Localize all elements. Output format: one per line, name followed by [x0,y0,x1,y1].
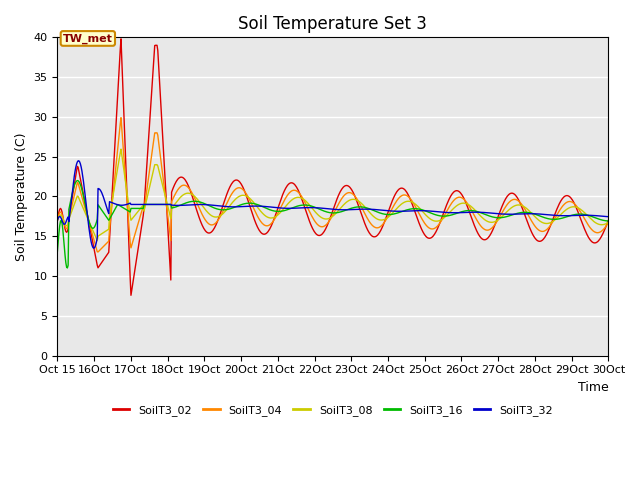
SoilT3_32 [207,202,214,208]
SoilT3_08 [122,180,129,185]
SoilT3_16 [401,207,409,213]
SoilT3_32 [90,245,98,251]
SoilT3_02 [178,174,186,180]
SoilT3_08 [605,219,612,225]
SoilT3_08 [417,207,425,213]
SoilT3_32 [63,216,71,221]
Line: SoilT3_16: SoilT3_16 [58,180,609,268]
SoilT3_04 [122,178,129,183]
SoilT3_08 [178,193,186,199]
SoilT3_04 [207,222,214,228]
SoilT3_32 [75,158,83,164]
SoilT3_16 [63,265,71,271]
SoilT3_16 [54,249,61,254]
SoilT3_16 [122,206,129,212]
SoilT3_02 [121,136,129,142]
Line: SoilT3_32: SoilT3_32 [58,161,609,248]
Line: SoilT3_04: SoilT3_04 [58,118,609,252]
SoilT3_08 [401,199,409,204]
SoilT3_04 [94,249,102,255]
SoilT3_04 [63,225,71,231]
Text: TW_met: TW_met [63,33,113,44]
SoilT3_08 [207,212,214,218]
SoilT3_02 [401,187,409,193]
SoilT3_16 [74,178,81,183]
Line: SoilT3_02: SoilT3_02 [58,39,609,295]
SoilT3_04 [117,115,125,120]
SoilT3_02 [127,292,135,298]
SoilT3_16 [207,204,214,209]
SoilT3_02 [117,36,125,42]
Line: SoilT3_08: SoilT3_08 [58,149,609,240]
SoilT3_02 [207,229,214,235]
SoilT3_16 [417,207,425,213]
SoilT3_08 [54,217,61,223]
SoilT3_02 [63,228,71,234]
SoilT3_32 [178,203,186,208]
SoilT3_04 [54,217,61,223]
Legend: SoilT3_02, SoilT3_04, SoilT3_08, SoilT3_16, SoilT3_32: SoilT3_02, SoilT3_04, SoilT3_08, SoilT3_… [108,400,557,420]
SoilT3_32 [605,214,612,219]
SoilT3_04 [401,192,409,198]
SoilT3_32 [122,202,129,208]
SoilT3_02 [54,217,61,223]
SoilT3_16 [64,263,72,268]
Y-axis label: Soil Temperature (C): Soil Temperature (C) [15,132,28,261]
SoilT3_32 [54,217,61,223]
SoilT3_16 [605,218,612,224]
SoilT3_04 [178,183,186,189]
SoilT3_08 [117,146,125,152]
SoilT3_04 [605,220,612,226]
Title: Soil Temperature Set 3: Soil Temperature Set 3 [239,15,428,33]
SoilT3_02 [605,217,612,223]
SoilT3_32 [417,208,425,214]
SoilT3_16 [178,202,186,207]
SoilT3_02 [417,226,425,232]
SoilT3_04 [417,215,425,221]
SoilT3_08 [63,222,71,228]
SoilT3_32 [401,208,409,214]
SoilT3_08 [93,238,101,243]
X-axis label: Time: Time [578,381,609,394]
